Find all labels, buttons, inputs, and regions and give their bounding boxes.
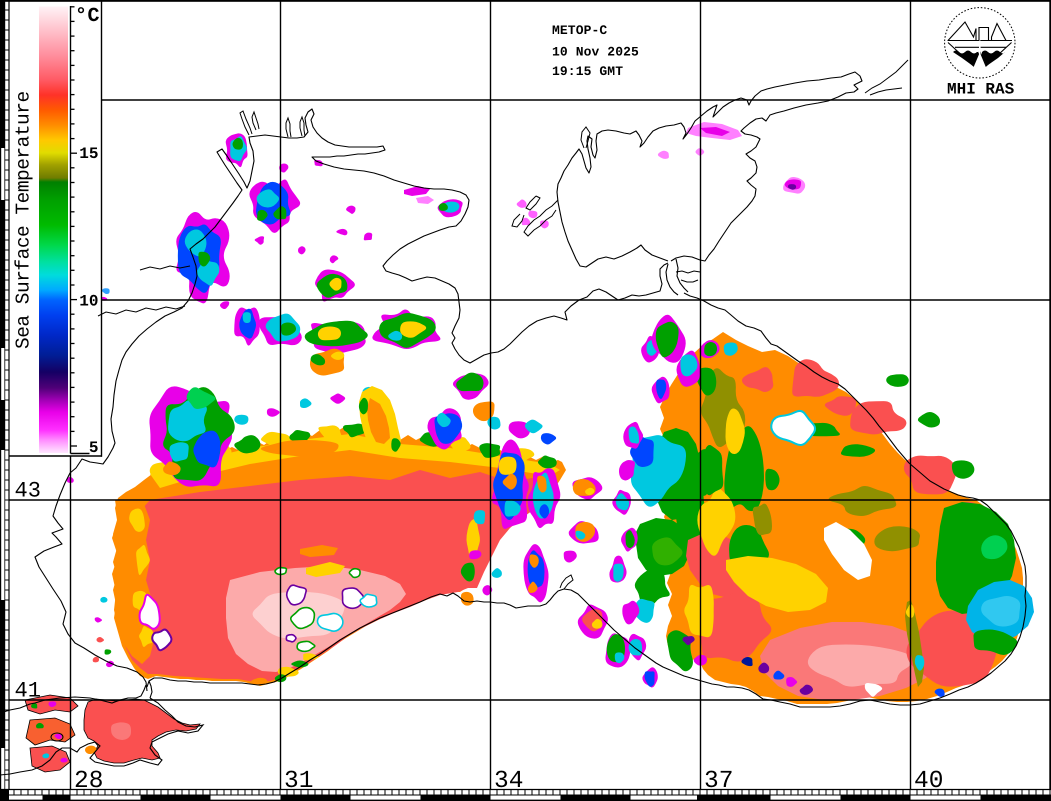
svg-text:5: 5 [89, 439, 99, 457]
svg-text:34: 34 [494, 768, 523, 795]
svg-text:Sea Surface Temperature: Sea Surface Temperature [13, 91, 35, 349]
svg-text:10: 10 [79, 293, 98, 311]
svg-text:MHI RAS: MHI RAS [947, 81, 1015, 99]
svg-text:40: 40 [914, 768, 943, 795]
svg-text:15: 15 [79, 145, 98, 163]
svg-text:10 Nov 2025: 10 Nov 2025 [552, 45, 639, 60]
svg-text:28: 28 [74, 768, 103, 795]
svg-text:41: 41 [15, 679, 41, 704]
svg-text:37: 37 [704, 768, 733, 795]
svg-text:31: 31 [284, 768, 313, 795]
svg-text:METOP-C: METOP-C [552, 23, 607, 38]
svg-text:43: 43 [15, 479, 41, 504]
svg-text:°C: °C [75, 5, 100, 28]
svg-text:19:15 GMT: 19:15 GMT [552, 64, 623, 79]
